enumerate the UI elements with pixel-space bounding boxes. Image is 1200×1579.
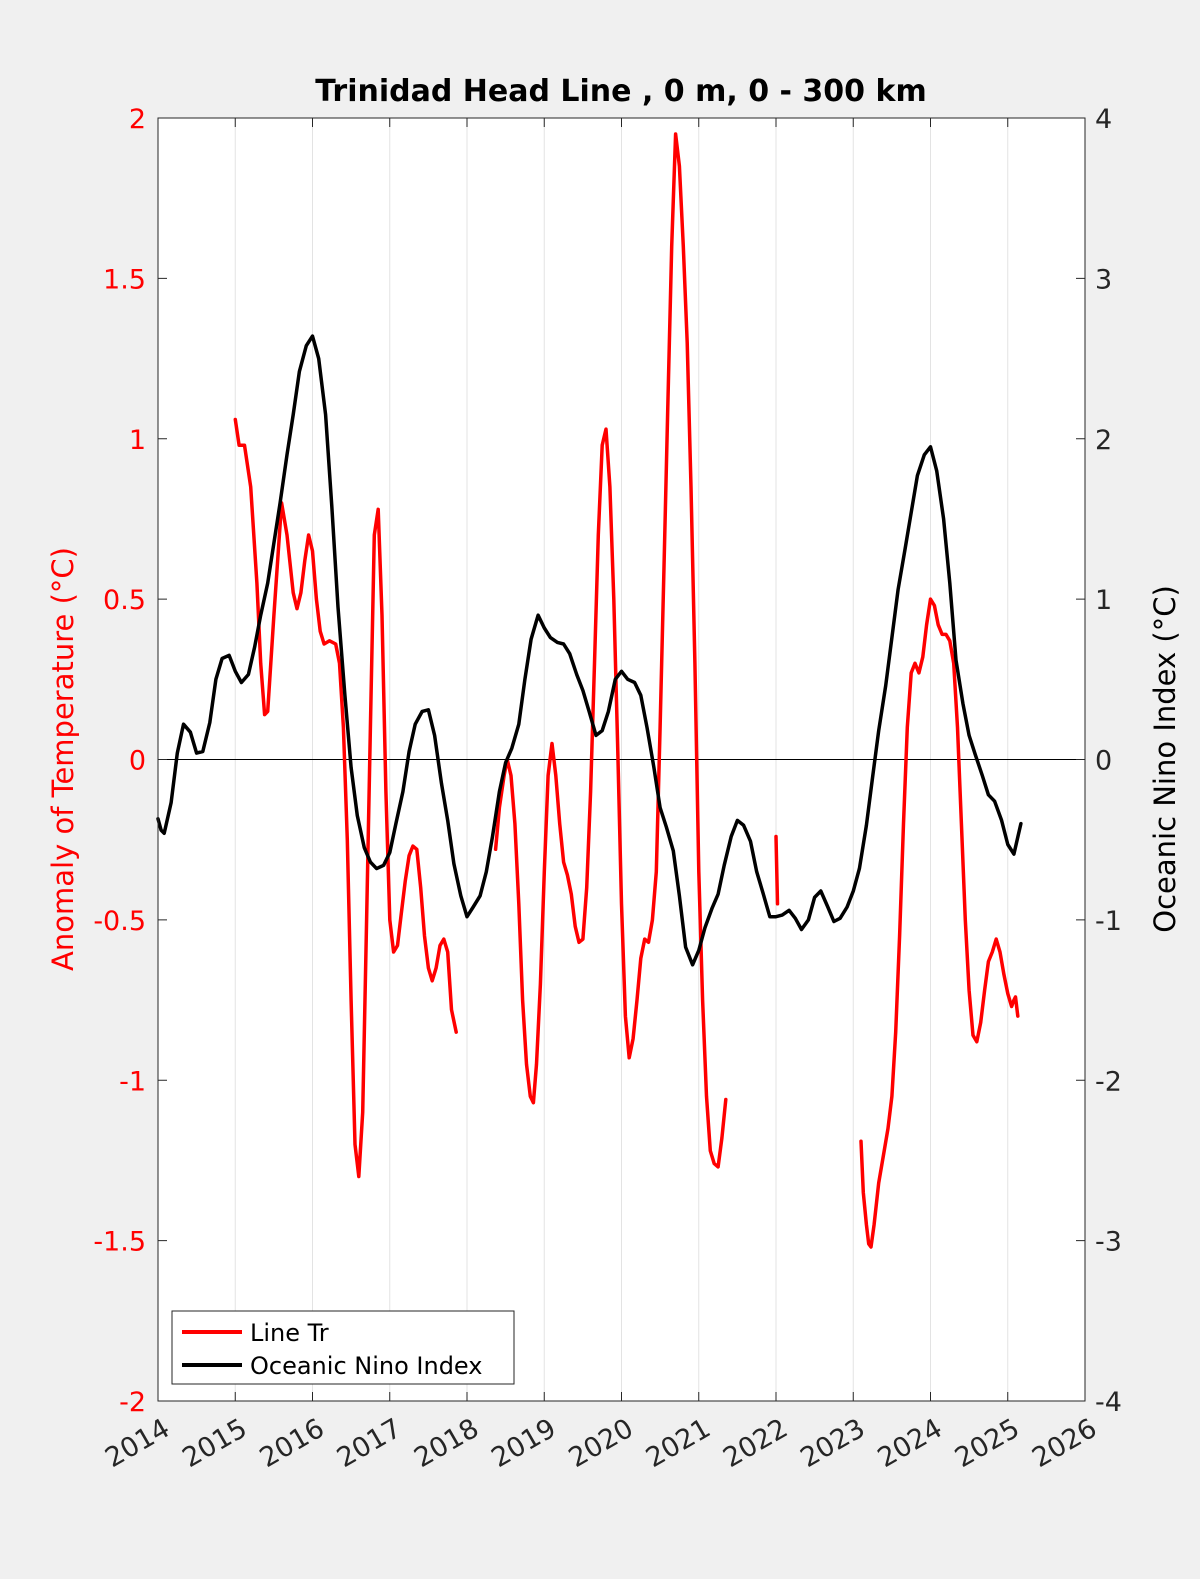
y-left-tick-label-7: -1.5 xyxy=(93,1227,146,1258)
line-tr-series-line-0 xyxy=(233,417,458,1179)
y-left-tick-label-1: 1.5 xyxy=(103,264,146,295)
oni-series-line-0 xyxy=(156,334,1023,967)
legend-box xyxy=(171,1310,515,1385)
x-tick-label-2020: 2020 xyxy=(564,1413,639,1474)
legend-oni-label: Oceanic Nino Index xyxy=(250,1352,482,1380)
x-tick-label-2019: 2019 xyxy=(486,1413,561,1474)
y-right-tick-label-0: 4 xyxy=(1095,104,1112,135)
x-tick-label-2026: 2026 xyxy=(1027,1413,1102,1474)
x-tick-label-2021: 2021 xyxy=(641,1413,716,1474)
series-layer xyxy=(156,132,1023,1249)
y-right-tick-label-1: 3 xyxy=(1095,264,1112,295)
line-tr-series-line-1 xyxy=(493,132,728,1169)
x-tick-label-2023: 2023 xyxy=(795,1413,870,1474)
x-tick-label-2018: 2018 xyxy=(409,1413,484,1474)
y-left-tick-label-5: -0.5 xyxy=(93,906,146,937)
y-right-tick-label-2: 2 xyxy=(1095,425,1112,456)
y-right-tick-label-3: 1 xyxy=(1095,585,1112,616)
x-tick-label-2022: 2022 xyxy=(718,1413,793,1474)
y-left-tick-label-8: -2 xyxy=(119,1387,146,1418)
legend-line-tr-label: Line Tr xyxy=(250,1319,329,1347)
y-axis-left-label: Anomaly of Temperature (°C) xyxy=(46,547,80,971)
x-tick-label-2017: 2017 xyxy=(332,1413,407,1474)
y-right-tick-label-6: -2 xyxy=(1095,1066,1122,1097)
y-right-tick-label-8: -4 xyxy=(1095,1387,1122,1418)
x-tick-label-2015: 2015 xyxy=(177,1413,252,1474)
y-left-tick-label-3: 0.5 xyxy=(103,585,146,616)
y-axis-right-label: Oceanic Nino Index (°C) xyxy=(1148,585,1182,933)
y-left-tick-label-6: -1 xyxy=(119,1066,146,1097)
x-tick-label-2024: 2024 xyxy=(873,1413,948,1474)
y-right-tick-label-4: 0 xyxy=(1095,746,1112,777)
chart-title: Trinidad Head Line , 0 m, 0 - 300 km xyxy=(315,74,926,109)
y-left-tick-label-4: 0 xyxy=(129,746,146,777)
x-tick-label-2025: 2025 xyxy=(950,1413,1025,1474)
y-left-tick-label-0: 2 xyxy=(129,104,146,135)
line-tr-series-line-2 xyxy=(774,834,780,906)
legend: Line Tr Oceanic Nino Index xyxy=(171,1310,515,1385)
y-left-tick-label-2: 1 xyxy=(129,425,146,456)
x-tick-label-2016: 2016 xyxy=(255,1413,330,1474)
x-tick-label-2014: 2014 xyxy=(100,1413,175,1474)
y-right-tick-label-5: -1 xyxy=(1095,906,1122,937)
y-right-tick-label-7: -3 xyxy=(1095,1227,1122,1258)
line-tr-series-line-3 xyxy=(859,597,1020,1249)
